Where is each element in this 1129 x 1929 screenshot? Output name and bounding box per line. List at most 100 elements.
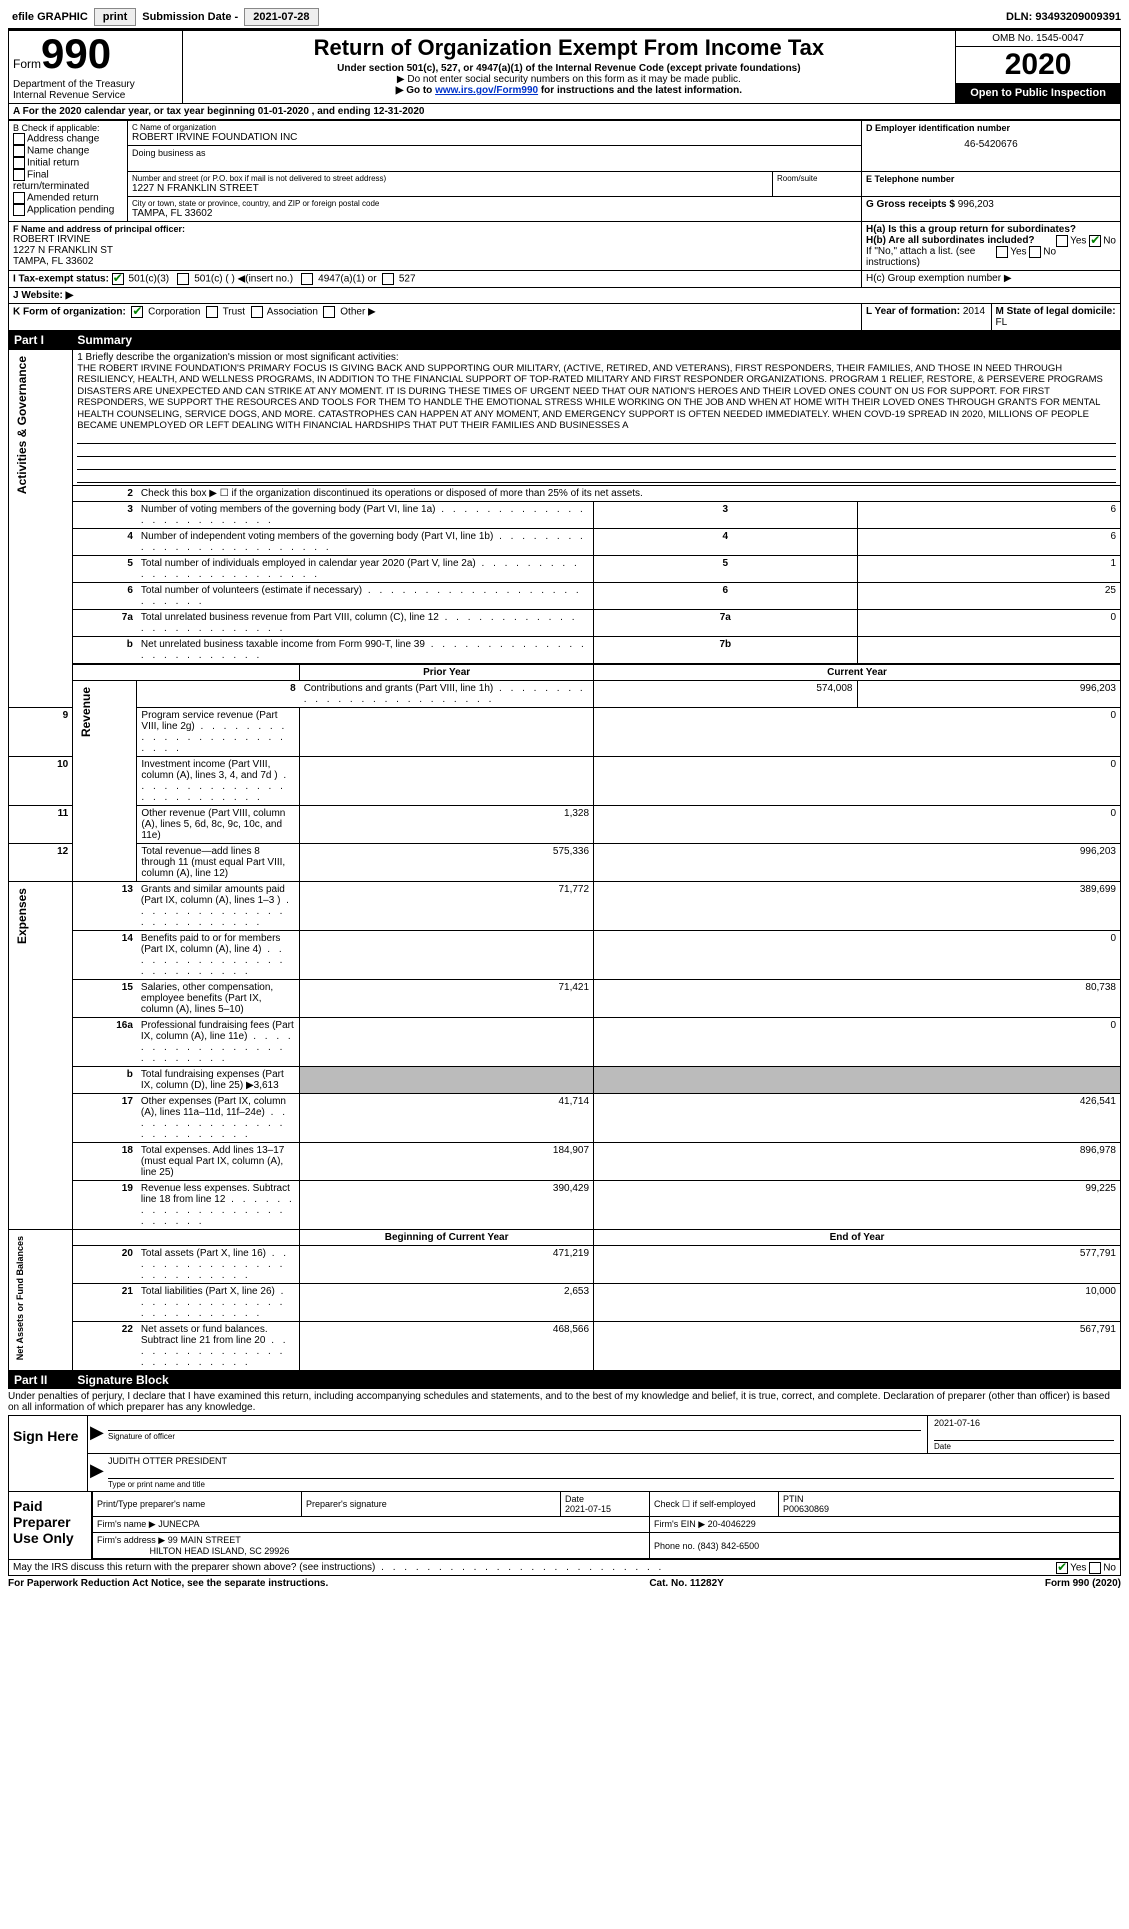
efile-label: efile GRAPHIC bbox=[8, 11, 92, 23]
part-1-table: Activities & Governance 1 Briefly descri… bbox=[8, 349, 1121, 1371]
check-initial[interactable]: Initial return bbox=[13, 157, 123, 169]
part-2-header: Part II Signature Block bbox=[8, 1371, 1121, 1389]
print-button[interactable]: print bbox=[94, 8, 136, 26]
check-501c3[interactable] bbox=[112, 273, 124, 285]
website-row: J Website: ▶ bbox=[9, 288, 1121, 304]
h-c: H(c) Group exemption number ▶ bbox=[862, 271, 1121, 288]
officer-street: 1227 N FRANKLIN ST bbox=[13, 245, 857, 256]
sig-officer-line: Signature of officer bbox=[108, 1430, 921, 1441]
discuss-no[interactable] bbox=[1089, 1562, 1101, 1574]
col-current: Current Year bbox=[594, 664, 1121, 681]
gov-row: 6 Total number of volunteers (estimate i… bbox=[9, 583, 1121, 610]
col-prior: Prior Year bbox=[300, 664, 594, 681]
submission-date-label: Submission Date - bbox=[138, 11, 242, 23]
vert-rev: Revenue bbox=[77, 683, 95, 741]
sign-here-label: Sign Here bbox=[9, 1416, 88, 1491]
firm-addr1: 99 MAIN STREET bbox=[168, 1535, 241, 1545]
col-beg: Beginning of Current Year bbox=[300, 1230, 594, 1246]
check-assoc[interactable] bbox=[251, 306, 263, 318]
form-footer: Form 990 (2020) bbox=[1045, 1578, 1121, 1589]
check-other[interactable] bbox=[323, 306, 335, 318]
city-label: City or town, state or province, country… bbox=[132, 199, 857, 208]
gross-value: 996,203 bbox=[958, 199, 994, 210]
form-number: Form 990 bbox=[13, 33, 178, 75]
tax-exempt-row: I Tax-exempt status: 501(c)(3) 501(c) ( … bbox=[9, 271, 862, 288]
pp-sig-label: Preparer's signature bbox=[302, 1492, 561, 1517]
city: TAMPA, FL 33602 bbox=[132, 208, 857, 219]
pp-name-label: Print/Type preparer's name bbox=[93, 1492, 302, 1517]
form-title: Return of Organization Exempt From Incom… bbox=[187, 35, 952, 61]
check-corp[interactable] bbox=[131, 306, 143, 318]
h-ifno: If "No," attach a list. (see instruction… bbox=[866, 246, 1116, 268]
pp-self-employed[interactable]: Check ☐ if self-employed bbox=[650, 1492, 779, 1517]
firm-name: JUNECPA bbox=[158, 1519, 199, 1529]
firm-ein: 20-4046229 bbox=[708, 1519, 756, 1529]
form-subtitle-3: ▶ Go to www.irs.gov/Form990 for instruct… bbox=[187, 85, 952, 96]
officer-label: F Name and address of principal officer: bbox=[13, 224, 857, 234]
check-501c[interactable] bbox=[177, 273, 189, 285]
check-527[interactable] bbox=[382, 273, 394, 285]
gov-row: 3 Number of voting members of the govern… bbox=[9, 502, 1121, 529]
form-header: Form 990 Return of Organization Exempt F… bbox=[8, 30, 1121, 104]
discuss-yes[interactable] bbox=[1056, 1562, 1068, 1574]
officer-name: ROBERT IRVINE bbox=[13, 234, 857, 245]
street: 1227 N FRANKLIN STREET bbox=[132, 183, 768, 194]
officer-printed: JUDITH OTTER PRESIDENT bbox=[108, 1456, 1114, 1466]
street-label: Number and street (or P.O. box if mail i… bbox=[132, 174, 768, 183]
irs-label: Internal Revenue Service bbox=[13, 90, 178, 101]
submission-date: 2021-07-28 bbox=[244, 8, 318, 26]
check-address[interactable]: Address change bbox=[13, 133, 123, 145]
officer-type-label: Type or print name and title bbox=[108, 1478, 1114, 1489]
col-end: End of Year bbox=[594, 1230, 1121, 1246]
mission-blanks bbox=[77, 431, 1116, 483]
dba-label: Doing business as bbox=[132, 148, 857, 158]
check-amended[interactable]: Amended return bbox=[13, 192, 123, 204]
form-subtitle-1: Under section 501(c), 527, or 4947(a)(1)… bbox=[187, 63, 952, 74]
vert-net: Net Assets or Fund Balances bbox=[13, 1232, 27, 1364]
name-label: C Name of organization bbox=[132, 123, 857, 132]
check-pending[interactable]: Application pending bbox=[13, 204, 123, 216]
footer: For Paperwork Reduction Act Notice, see … bbox=[8, 1576, 1121, 1589]
sign-here-block: Sign Here ▶ Signature of officer 2021-07… bbox=[8, 1415, 1121, 1492]
dln: DLN: 93493209009391 bbox=[1006, 11, 1121, 23]
gov-row: 7a Total unrelated business revenue from… bbox=[9, 610, 1121, 637]
h-a: H(a) Is this a group return for subordin… bbox=[866, 224, 1116, 235]
paid-preparer-label: Paid Preparer Use Only bbox=[9, 1492, 92, 1559]
ein-label: D Employer identification number bbox=[866, 123, 1116, 133]
firm-addr2: HILTON HEAD ISLAND, SC 29926 bbox=[150, 1546, 290, 1556]
gross-label: G Gross receipts $ bbox=[866, 199, 955, 210]
check-name[interactable]: Name change bbox=[13, 145, 123, 157]
gov-row: b Net unrelated business taxable income … bbox=[9, 637, 1121, 665]
discuss-row: May the IRS discuss this return with the… bbox=[8, 1560, 1121, 1576]
paid-preparer-block: Paid Preparer Use Only Print/Type prepar… bbox=[8, 1492, 1121, 1560]
sig-date: 2021-07-16 bbox=[934, 1418, 1114, 1428]
pp-date: 2021-07-15 bbox=[565, 1504, 611, 1514]
year-formation: 2014 bbox=[963, 306, 985, 317]
omb-number: OMB No. 1545-0047 bbox=[956, 31, 1120, 47]
check-trust[interactable] bbox=[206, 306, 218, 318]
open-to-public: Open to Public Inspection bbox=[956, 83, 1120, 103]
entity-block: B Check if applicable: Address change Na… bbox=[8, 120, 1121, 331]
form-org-row: K Form of organization: Corporation Trus… bbox=[9, 304, 862, 331]
gov-row: 5 Total number of individuals employed i… bbox=[9, 556, 1121, 583]
firm-phone: (843) 842-6500 bbox=[698, 1541, 760, 1551]
state-domicile: FL bbox=[996, 317, 1008, 328]
line-2: Check this box ▶ ☐ if the organization d… bbox=[137, 486, 1121, 502]
mission-text: THE ROBERT IRVINE FOUNDATION'S PRIMARY F… bbox=[77, 363, 1116, 431]
date-label: Date bbox=[934, 1440, 1114, 1451]
check-4947[interactable] bbox=[301, 273, 313, 285]
cat-no: Cat. No. 11282Y bbox=[649, 1578, 723, 1589]
ein-value: 46-5420676 bbox=[866, 133, 1116, 156]
org-name: ROBERT IRVINE FOUNDATION INC bbox=[132, 132, 857, 143]
declaration: Under penalties of perjury, I declare th… bbox=[8, 1389, 1121, 1415]
ptin: P00630869 bbox=[783, 1504, 829, 1514]
top-bar: efile GRAPHIC print Submission Date - 20… bbox=[8, 8, 1121, 30]
check-final[interactable]: Final return/terminated bbox=[13, 169, 123, 192]
check-label: B Check if applicable: bbox=[13, 123, 123, 133]
dept-treasury: Department of the Treasury bbox=[13, 79, 178, 90]
mission-label: 1 Briefly describe the organization's mi… bbox=[77, 352, 1116, 363]
gov-row: 4 Number of independent voting members o… bbox=[9, 529, 1121, 556]
irs-link[interactable]: www.irs.gov/Form990 bbox=[435, 85, 538, 96]
phone-label: E Telephone number bbox=[866, 174, 1116, 184]
part-1-header: Part I Summary bbox=[8, 331, 1121, 349]
